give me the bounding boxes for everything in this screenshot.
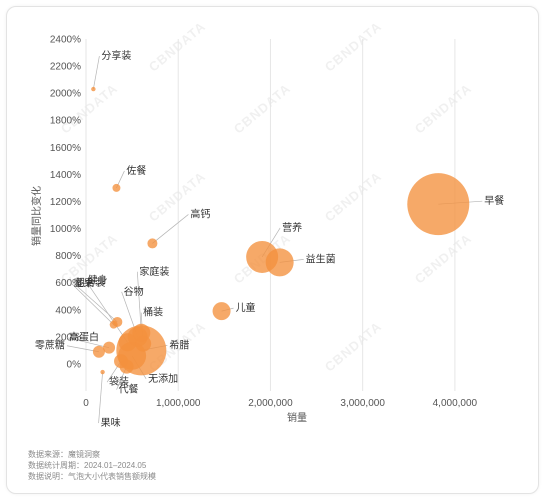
bubbles <box>91 86 470 376</box>
footer-period-value: 2024.01–2024.05 <box>84 461 147 470</box>
point-label: 家庭装 <box>139 265 169 278</box>
bubble-point <box>103 341 116 354</box>
x-tick-label: 1,000,000 <box>156 398 201 409</box>
y-tick-label: 1400% <box>50 170 81 181</box>
point-label: 零蔗糖 <box>35 339 65 352</box>
y-tick-label: 400% <box>55 305 81 316</box>
y-tick-label: 1000% <box>50 224 81 235</box>
x-tick-label: 3,000,000 <box>340 398 385 409</box>
point-label: 佐餐 <box>126 164 146 177</box>
footer-period-key: 数据统计周期： <box>28 461 84 470</box>
leader-line <box>136 271 142 333</box>
leader-line <box>71 283 114 325</box>
x-tick-label: 2,000,000 <box>248 398 293 409</box>
point-label: 营养 <box>282 221 302 234</box>
point-label: 代餐 <box>119 383 139 396</box>
point-label: 果味 <box>101 417 121 429</box>
footer-period: 数据统计周期：2024.01–2024.05 <box>28 461 146 471</box>
footer-source-key: 数据来源： <box>28 450 68 459</box>
point-label: 早餐 <box>484 194 504 207</box>
point-label: 桶装 <box>143 306 163 319</box>
footer-note-key: 数据说明： <box>28 472 68 481</box>
footer-source: 数据来源：魔镜洞察 <box>28 450 100 460</box>
y-axis-label: 销量同比变化 <box>30 186 43 246</box>
leader-line <box>66 337 110 349</box>
bubble-point <box>91 86 96 92</box>
point-label: 组合装 <box>75 276 105 289</box>
y-tick-label: 0% <box>67 359 82 370</box>
y-tick-label: 2200% <box>50 62 81 73</box>
bubble-point <box>135 335 152 352</box>
watermark-text: CBNDATA <box>322 319 385 375</box>
bubble-point <box>147 238 158 249</box>
bubble-point <box>109 320 118 329</box>
bubble-point <box>407 173 470 236</box>
x-axis-label: 销量 <box>287 411 307 424</box>
point-label: 健身 <box>88 273 108 286</box>
watermark-text: CBNDATA <box>412 231 475 287</box>
bubble-point <box>100 369 105 375</box>
y-tick-label: 1600% <box>50 143 81 154</box>
point-label: 无添加 <box>148 372 178 385</box>
point-label: 坚果 <box>74 278 94 290</box>
watermark-text: CBNDATA <box>231 81 294 137</box>
point-label: 高蛋白 <box>69 331 99 344</box>
point-label: 希腊 <box>169 338 189 351</box>
x-tick-label: 0 <box>83 398 89 409</box>
point-label: 益生菌 <box>306 252 336 265</box>
watermark-text: CBNDATA <box>322 19 385 75</box>
point-label: 谷物 <box>124 285 144 298</box>
point-label: 儿童 <box>236 301 256 314</box>
watermark-text: CBNDATA <box>322 169 385 225</box>
bubble-point <box>119 359 134 374</box>
point-label: 袋装 <box>109 375 129 388</box>
leader-line <box>85 280 128 343</box>
y-tick-label: 800% <box>55 251 81 262</box>
leader-line <box>98 372 103 424</box>
x-tick-label: 4,000,000 <box>433 398 478 409</box>
watermark-text: CBNDATA <box>412 81 475 137</box>
point-label: 高钙 <box>190 207 210 220</box>
bubble-point <box>92 345 105 358</box>
footer-note-value: 气泡大小代表销售额规模 <box>68 472 156 481</box>
bubble-point <box>265 248 294 277</box>
leader-line <box>152 214 189 244</box>
bubble-point <box>112 183 121 192</box>
y-tick-label: 600% <box>55 278 81 289</box>
leader-line <box>93 56 100 90</box>
footer-note: 数据说明：气泡大小代表销售额规模 <box>28 472 156 482</box>
y-tick-label: 1800% <box>50 116 81 127</box>
footer-source-value: 魔镜洞察 <box>68 450 100 459</box>
point-label: 分享装 <box>101 49 131 62</box>
bubble-point <box>118 333 137 352</box>
y-tick-label: 1200% <box>50 197 81 208</box>
watermark-text: CBNDATA <box>146 19 209 75</box>
bubble-point <box>212 302 231 321</box>
y-tick-label: 2000% <box>50 89 81 100</box>
leader-line <box>73 282 118 323</box>
y-tick-label: 2400% <box>50 35 81 46</box>
